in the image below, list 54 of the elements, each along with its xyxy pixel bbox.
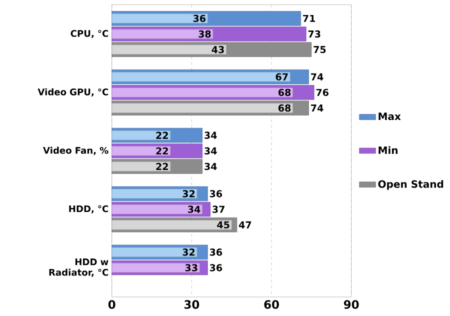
data-label: 73 — [308, 30, 320, 38]
bar — [112, 262, 200, 273]
data-label: 74 — [311, 73, 324, 80]
y-tick-label: Video Fan, % — [43, 146, 108, 155]
data-label: 34 — [204, 132, 217, 139]
bar — [112, 14, 208, 24]
bar — [112, 72, 290, 82]
legend-label: Open Stand — [378, 180, 444, 190]
data-label: 36 — [210, 190, 222, 198]
data-label: 67 — [276, 73, 288, 80]
x-tick-label: 0 — [108, 300, 116, 309]
y-tick-label: Video GPU, °C — [38, 88, 108, 96]
data-label: 75 — [314, 46, 326, 54]
data-label: 22 — [156, 162, 168, 170]
data-label: 47 — [238, 221, 252, 228]
bar — [112, 162, 171, 172]
y-tick-label: HDD w Radiator, °C — [49, 258, 108, 277]
data-label: 22 — [156, 147, 168, 154]
data-label: 68 — [278, 88, 291, 96]
bar — [112, 88, 293, 98]
data-label: 71 — [303, 14, 316, 22]
x-tick-label: 30 — [184, 300, 200, 309]
bar — [112, 103, 293, 113]
bar — [112, 188, 198, 199]
data-label: 32 — [182, 190, 195, 198]
bar — [112, 247, 198, 257]
data-label: 68 — [278, 104, 291, 112]
data-label: 36 — [210, 264, 222, 272]
data-label: 33 — [185, 264, 198, 272]
bar — [112, 29, 214, 39]
data-label: 76 — [316, 88, 328, 96]
data-label: 32 — [182, 248, 195, 256]
bar — [112, 130, 171, 140]
bar — [112, 220, 232, 230]
bar — [112, 146, 171, 156]
y-tick-label: CPU, °C — [70, 30, 108, 38]
bar — [112, 44, 226, 54]
legend-label: Max — [378, 112, 401, 120]
data-label: 45 — [217, 221, 230, 228]
data-label: 34 — [204, 162, 217, 170]
data-label: 34 — [188, 206, 200, 213]
data-label: 38 — [198, 30, 211, 38]
y-tick-label: HDD, °C — [69, 205, 108, 214]
bar — [112, 204, 203, 214]
data-label: 34 — [204, 147, 217, 154]
data-label: 74 — [311, 104, 324, 112]
data-label: 36 — [193, 14, 206, 22]
data-label: 36 — [210, 248, 222, 256]
data-label: 43 — [212, 46, 224, 54]
legend-label: Min — [378, 146, 398, 154]
x-tick-label: 90 — [344, 300, 359, 309]
data-label: 22 — [156, 132, 168, 139]
x-tick-label: 60 — [264, 300, 279, 309]
data-label: 37 — [212, 206, 224, 213]
